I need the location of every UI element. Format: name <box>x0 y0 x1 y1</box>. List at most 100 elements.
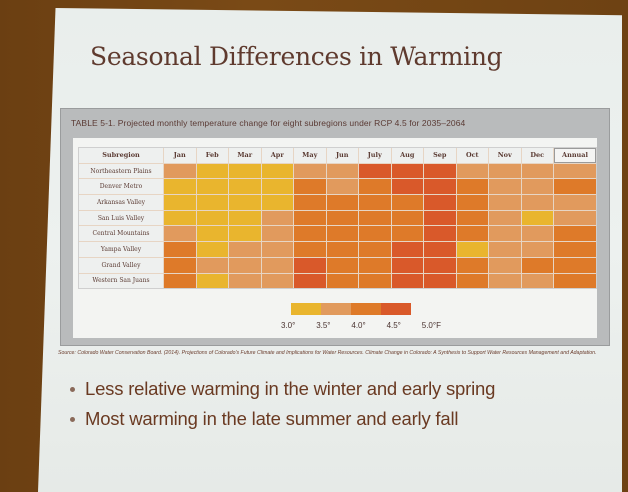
legend-tick: 3.0° <box>281 321 296 330</box>
heatmap-cell <box>294 242 326 257</box>
heatmap-cell <box>164 210 196 226</box>
heatmap-cell <box>261 179 293 195</box>
heatmap-cell <box>229 242 261 257</box>
heatmap-cell <box>489 195 521 210</box>
slide-title: Seasonal Differences in Warming <box>90 42 503 71</box>
heatmap-cell <box>196 273 228 289</box>
heatmap-cell <box>391 163 423 179</box>
heatmap-cell <box>554 226 596 242</box>
heatmap-cell <box>359 163 391 179</box>
heatmap-cell <box>424 210 456 226</box>
heatmap-cell <box>521 195 553 210</box>
heatmap-cell <box>229 195 261 210</box>
heatmap-cell <box>521 163 553 179</box>
column-header: Annual <box>554 148 596 163</box>
row-label: San Luis Valley <box>79 210 163 226</box>
column-header-subregion: Subregion <box>79 148 163 163</box>
heatmap-cell <box>359 179 391 195</box>
bullet-list: Less relative warming in the winter and … <box>70 378 495 438</box>
heatmap-cell <box>326 195 358 210</box>
heatmap-cell <box>261 242 293 257</box>
heatmap-cell <box>359 257 391 273</box>
heatmap-cell <box>521 257 553 273</box>
color-legend <box>291 303 411 315</box>
heatmap-cell <box>391 242 423 257</box>
heatmap-cell <box>391 195 423 210</box>
column-header: July <box>359 148 391 163</box>
heatmap-cell <box>229 179 261 195</box>
heatmap-cell <box>261 257 293 273</box>
column-header: Feb <box>196 148 228 163</box>
heatmap-cell <box>261 210 293 226</box>
heatmap-cell <box>326 257 358 273</box>
row-label: Grand Valley <box>79 257 163 273</box>
column-header: Aug <box>391 148 423 163</box>
column-header: Nov <box>489 148 521 163</box>
legend-swatch <box>321 303 351 315</box>
source-citation: Source: Colorado Water Conservation Boar… <box>58 350 597 356</box>
legend-swatch <box>351 303 381 315</box>
heatmap-cell <box>359 195 391 210</box>
heatmap-cell <box>424 195 456 210</box>
heatmap-cell <box>554 242 596 257</box>
heatmap-cell <box>456 163 488 179</box>
heatmap-cell <box>326 226 358 242</box>
bullet-item: Most warming in the late summer and earl… <box>70 408 495 430</box>
heatmap-cell <box>489 273 521 289</box>
legend-ticks: 3.0° 3.5° 4.0° 4.5° 5.0°F <box>281 321 441 330</box>
heatmap-cell <box>229 257 261 273</box>
heatmap-cell <box>196 257 228 273</box>
heatmap-cell <box>164 163 196 179</box>
heatmap-cell <box>456 210 488 226</box>
heatmap-cell <box>456 257 488 273</box>
legend-tick: 4.5° <box>386 321 401 330</box>
heatmap-cell <box>294 273 326 289</box>
heatmap-cell <box>521 273 553 289</box>
heatmap-cell <box>456 195 488 210</box>
heatmap-cell <box>391 226 423 242</box>
heatmap-cell <box>326 242 358 257</box>
heatmap-cell <box>326 273 358 289</box>
column-header: Apr <box>261 148 293 163</box>
heatmap-cell <box>456 242 488 257</box>
column-header: Jan <box>164 148 196 163</box>
heatmap-cell <box>164 195 196 210</box>
heatmap-cell <box>294 210 326 226</box>
heatmap-cell <box>456 273 488 289</box>
heatmap-cell <box>391 179 423 195</box>
row-label: Denver Metro <box>79 179 163 195</box>
heatmap-cell <box>164 179 196 195</box>
heatmap-cell <box>294 257 326 273</box>
heatmap-cell <box>229 163 261 179</box>
heatmap-cell <box>326 163 358 179</box>
heatmap-cell <box>294 195 326 210</box>
heatmap-cell <box>359 273 391 289</box>
heatmap-cell <box>391 273 423 289</box>
heatmap-cell <box>489 226 521 242</box>
heatmap-cell <box>521 179 553 195</box>
heatmap-cell <box>196 179 228 195</box>
heatmap-cell <box>196 242 228 257</box>
heatmap-cell <box>164 257 196 273</box>
bullet-icon <box>70 416 75 422</box>
heatmap-cell <box>489 179 521 195</box>
heatmap-cell <box>261 273 293 289</box>
heatmap-cell <box>554 195 596 210</box>
heatmap-cell <box>489 242 521 257</box>
heatmap-cell <box>489 210 521 226</box>
row-label: Northeastern Plains <box>79 163 163 179</box>
legend-tick: 5.0°F <box>421 321 441 330</box>
heatmap-cell <box>326 210 358 226</box>
heatmap-cell <box>521 242 553 257</box>
column-header: Dec <box>521 148 553 163</box>
bullet-icon <box>70 386 75 392</box>
row-label: Yampa Valley <box>79 242 163 257</box>
heatmap-cell <box>326 179 358 195</box>
heatmap-cell <box>294 179 326 195</box>
heatmap-cell <box>424 226 456 242</box>
heatmap-cell <box>456 226 488 242</box>
heatmap-cell <box>424 179 456 195</box>
heatmap-cell <box>164 226 196 242</box>
heatmap-cell <box>554 179 596 195</box>
legend-swatch <box>381 303 411 315</box>
